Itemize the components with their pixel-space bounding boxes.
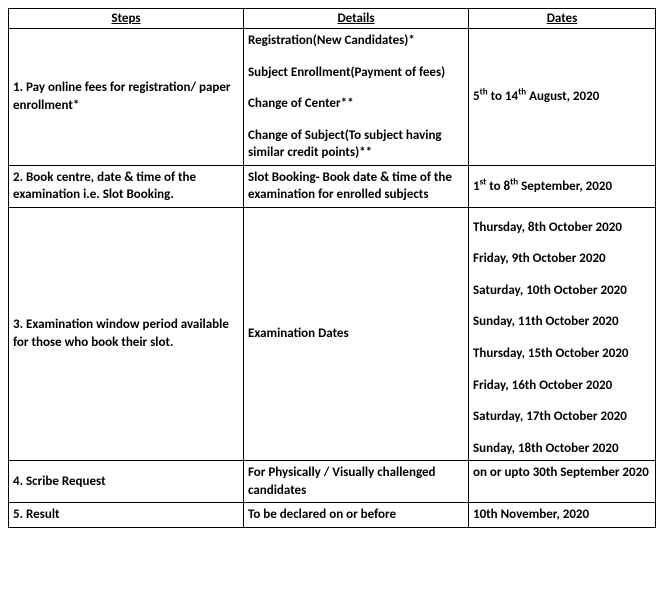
- date-cell: on or upto 30th September 2020: [469, 461, 656, 503]
- date-item: Sunday, 18th October 2020: [473, 440, 651, 458]
- date-cell: 5th to 14th August, 2020: [469, 29, 656, 166]
- details-cell: Slot Booking- Book date & time of the ex…: [244, 165, 469, 207]
- details-cell: Registration(New Candidates)* Subject En…: [244, 29, 469, 166]
- header-details: Details: [244, 9, 469, 29]
- table-row: 4. Scribe Request For Physically / Visua…: [9, 461, 656, 503]
- table-row: 2. Book centre, date & time of the exami…: [9, 165, 656, 207]
- date-item: Friday, 9th October 2020: [473, 250, 651, 268]
- schedule-table: Steps Details Dates 1. Pay online fees f…: [8, 8, 656, 528]
- date-item: Saturday, 10th October 2020: [473, 282, 651, 300]
- step-cell: 2. Book centre, date & time of the exami…: [9, 165, 244, 207]
- step-cell: 4. Scribe Request: [9, 461, 244, 503]
- date-item: Thursday, 8th October 2020: [473, 219, 651, 237]
- table-row: 1. Pay online fees for registration/ pap…: [9, 29, 656, 166]
- step-cell: 3. Examination window period available f…: [9, 207, 244, 460]
- date-item: Thursday, 15th October 2020: [473, 345, 651, 363]
- date-cell: 1st to 8th September, 2020: [469, 165, 656, 207]
- date-cell: 10th November, 2020: [469, 503, 656, 528]
- table-row: 5. Result To be declared on or before 10…: [9, 503, 656, 528]
- detail-item: Registration(New Candidates)*: [248, 32, 464, 50]
- date-item: Friday, 16th October 2020: [473, 377, 651, 395]
- date-item: Sunday, 11th October 2020: [473, 313, 651, 331]
- details-cell: For Physically / Visually challenged can…: [244, 461, 469, 503]
- table-row: 3. Examination window period available f…: [9, 207, 656, 460]
- detail-item: Change of Subject(To subject having simi…: [248, 127, 464, 162]
- table-header-row: Steps Details Dates: [9, 9, 656, 29]
- date-item: Saturday, 17th October 2020: [473, 408, 651, 426]
- step-cell: 1. Pay online fees for registration/ pap…: [9, 29, 244, 166]
- step-cell: 5. Result: [9, 503, 244, 528]
- details-cell: Examination Dates: [244, 207, 469, 460]
- detail-item: Subject Enrollment(Payment of fees): [248, 64, 464, 82]
- details-cell: To be declared on or before: [244, 503, 469, 528]
- date-cell: Thursday, 8th October 2020 Friday, 9th O…: [469, 207, 656, 460]
- header-steps: Steps: [9, 9, 244, 29]
- header-dates: Dates: [469, 9, 656, 29]
- detail-item: Change of Center**: [248, 95, 464, 113]
